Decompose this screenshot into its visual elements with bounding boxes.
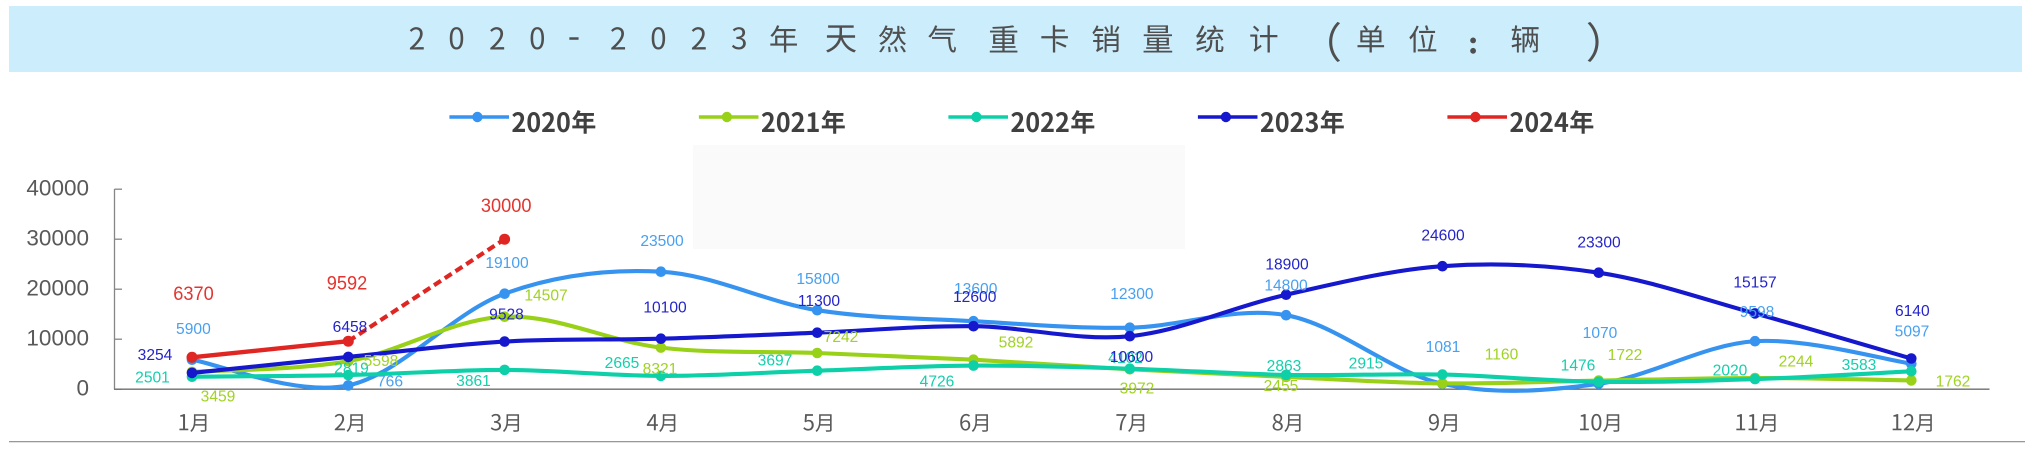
svg-text:4726: 4726 [920, 374, 955, 391]
svg-text:2863: 2863 [1267, 358, 1302, 375]
svg-text:13600: 13600 [954, 281, 998, 298]
svg-text:24600: 24600 [1421, 228, 1465, 245]
svg-text:11300: 11300 [798, 293, 841, 310]
svg-text:30000: 30000 [26, 226, 89, 251]
svg-text:9598: 9598 [1740, 304, 1775, 321]
svg-text:3697: 3697 [758, 353, 793, 370]
svg-text:2915: 2915 [1349, 356, 1384, 373]
svg-text:20000: 20000 [26, 276, 89, 301]
svg-text:3861: 3861 [456, 373, 491, 390]
svg-text:1160: 1160 [1485, 347, 1519, 364]
svg-text:15800: 15800 [796, 271, 840, 288]
svg-text:2455: 2455 [1264, 378, 1299, 395]
svg-text:40000: 40000 [26, 176, 89, 201]
svg-text:3583: 3583 [1842, 357, 1877, 374]
svg-text:23500: 23500 [640, 233, 684, 250]
svg-text:12600: 12600 [953, 289, 997, 306]
svg-text:3972: 3972 [1120, 381, 1155, 398]
svg-text:3254: 3254 [138, 347, 173, 364]
svg-text:2819: 2819 [334, 361, 369, 378]
svg-text:6458: 6458 [333, 319, 368, 336]
svg-text:1070: 1070 [1583, 325, 1618, 342]
svg-text:18900: 18900 [1265, 257, 1309, 274]
svg-text:19100: 19100 [485, 255, 529, 272]
svg-text:10100: 10100 [643, 300, 687, 317]
svg-text:5598: 5598 [364, 353, 399, 370]
svg-text:5892: 5892 [999, 335, 1034, 352]
svg-text:6370: 6370 [173, 283, 214, 305]
svg-text:9528: 9528 [489, 306, 524, 323]
svg-text:1476: 1476 [1561, 358, 1596, 375]
svg-text:23300: 23300 [1577, 235, 1621, 252]
svg-text:4102: 4102 [1108, 350, 1143, 367]
svg-text:1762: 1762 [1936, 374, 1971, 391]
svg-text:2665: 2665 [605, 355, 640, 372]
svg-text:2501: 2501 [135, 370, 170, 387]
svg-text:6140: 6140 [1895, 303, 1930, 320]
svg-text:3459: 3459 [201, 388, 236, 405]
svg-text:14507: 14507 [524, 288, 567, 305]
svg-text:0: 0 [76, 376, 89, 401]
svg-text:12300: 12300 [1110, 286, 1154, 303]
svg-text:10600: 10600 [1110, 349, 1154, 366]
svg-text:7242: 7242 [824, 329, 859, 346]
svg-text:30000: 30000 [481, 195, 532, 217]
svg-text:2244: 2244 [1779, 354, 1814, 371]
svg-text:1722: 1722 [1608, 347, 1643, 364]
svg-text:5900: 5900 [176, 321, 211, 338]
svg-text:5097: 5097 [1895, 324, 1930, 341]
svg-text:14800: 14800 [1264, 278, 1308, 295]
svg-text:766: 766 [377, 374, 403, 391]
svg-text:9592: 9592 [327, 273, 368, 295]
svg-text:10000: 10000 [26, 326, 89, 351]
svg-text:15157: 15157 [1733, 275, 1776, 292]
svg-text:8321: 8321 [643, 361, 678, 378]
svg-text:1081: 1081 [1426, 339, 1461, 356]
svg-text:2020: 2020 [1713, 362, 1748, 379]
